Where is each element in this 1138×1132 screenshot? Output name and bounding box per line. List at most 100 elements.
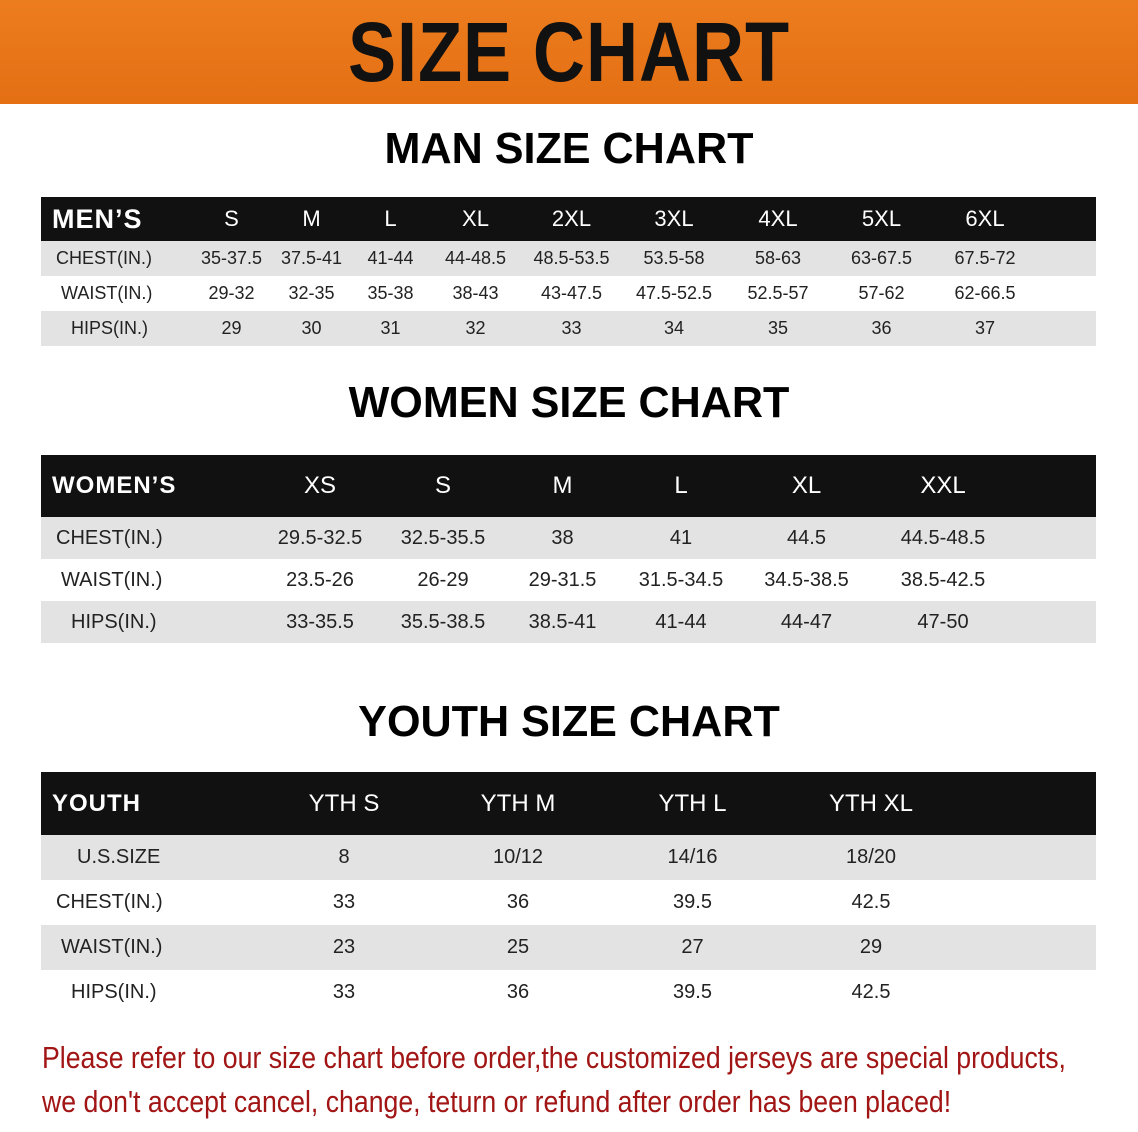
size-column-header: YTH XL — [780, 772, 962, 835]
table-label-header: MEN’S — [41, 197, 191, 241]
row-filler — [962, 925, 1096, 970]
measurement-value: 44-48.5 — [430, 241, 521, 276]
size-column-header: XS — [258, 455, 382, 517]
measurement-value: 63-67.5 — [830, 241, 933, 276]
measurement-value: 38.5-42.5 — [872, 559, 1014, 601]
measurement-value: 38-43 — [430, 276, 521, 311]
size-column-header: S — [382, 455, 504, 517]
measurement-label: CHEST(IN.) — [41, 241, 191, 276]
table-row: WAIST(IN.) 23.5-26 26-29 29-31.5 31.5-34.5 34… — [41, 559, 1096, 601]
row-filler — [1037, 276, 1096, 311]
measurement-label: WAIST(IN.) — [41, 925, 257, 970]
measurement-value: 34 — [622, 311, 726, 346]
measurement-value: 34.5-38.5 — [741, 559, 872, 601]
measurement-value: 53.5-58 — [622, 241, 726, 276]
measurement-label: HIPS(IN.) — [41, 601, 258, 643]
measurement-value: 35.5-38.5 — [382, 601, 504, 643]
table-label-header: WOMEN’S — [41, 455, 258, 517]
size-column-header: 4XL — [726, 197, 830, 241]
table-row: HIPS(IN.) 33-35.5 35.5-38.5 38.5-41 41-44 44-… — [41, 601, 1096, 643]
measurement-label: HIPS(IN.) — [41, 970, 257, 1015]
measurement-label: CHEST(IN.) — [41, 517, 258, 559]
measurement-value: 33 — [257, 970, 431, 1015]
measurement-value: 36 — [431, 970, 605, 1015]
size-column-header: S — [191, 197, 272, 241]
size-column-header: XL — [430, 197, 521, 241]
measurement-label: U.S.SIZE — [41, 835, 257, 880]
table-row: CHEST(IN.) 33 36 39.5 42.5 — [41, 880, 1096, 925]
measurement-label: WAIST(IN.) — [41, 559, 258, 601]
size-column-header: 3XL — [622, 197, 726, 241]
measurement-value: 29-31.5 — [504, 559, 621, 601]
size-column-header: L — [621, 455, 741, 517]
row-filler — [962, 880, 1096, 925]
row-filler — [962, 970, 1096, 1015]
size-column-header: 2XL — [521, 197, 622, 241]
measurement-value: 18/20 — [780, 835, 962, 880]
measurement-value: 39.5 — [605, 970, 780, 1015]
header-row: MEN’S S M L XL 2XL 3XL 4XL 5XL 6XL — [41, 197, 1096, 241]
measurement-value: 41 — [621, 517, 741, 559]
measurement-value: 43-47.5 — [521, 276, 622, 311]
row-filler — [1037, 241, 1096, 276]
row-filler — [1014, 559, 1096, 601]
banner: SIZE CHART — [0, 0, 1138, 104]
header-row: YOUTH YTH S YTH M YTH L YTH XL — [41, 772, 1096, 835]
size-column-header: XL — [741, 455, 872, 517]
measurement-value: 30 — [272, 311, 351, 346]
notice-line: we don't accept cancel, change, teturn o… — [42, 1084, 952, 1119]
table-row: WAIST(IN.) 29-32 32-35 35-38 38-43 43-47.5 47.… — [41, 276, 1096, 311]
measurement-value: 29 — [191, 311, 272, 346]
measurement-value: 32.5-35.5 — [382, 517, 504, 559]
measurement-value: 42.5 — [780, 880, 962, 925]
table-label-header: YOUTH — [41, 772, 257, 835]
size-column-header: YTH M — [431, 772, 605, 835]
measurement-value: 41-44 — [351, 241, 430, 276]
table-row: WAIST(IN.) 23 25 27 29 — [41, 925, 1096, 970]
size-column-header: M — [504, 455, 621, 517]
measurement-value: 35-37.5 — [191, 241, 272, 276]
size-column-header: 6XL — [933, 197, 1037, 241]
measurement-value: 23 — [257, 925, 431, 970]
table-row: CHEST(IN.) 35-37.5 37.5-41 41-44 44-48.5 48.5… — [41, 241, 1096, 276]
measurement-value: 38.5-41 — [504, 601, 621, 643]
header-filler — [1037, 197, 1096, 241]
measurement-value: 57-62 — [830, 276, 933, 311]
youth-section-title: YOUTH SIZE CHART — [358, 697, 780, 746]
measurement-value: 8 — [257, 835, 431, 880]
order-notice: Please refer to our size chart before or… — [42, 1036, 1066, 1124]
men-section-title: MAN SIZE CHART — [384, 124, 754, 173]
header-filler — [962, 772, 1096, 835]
measurement-value: 29 — [780, 925, 962, 970]
measurement-value: 37.5-41 — [272, 241, 351, 276]
row-filler — [1014, 517, 1096, 559]
measurement-value: 39.5 — [605, 880, 780, 925]
measurement-value: 47-50 — [872, 601, 1014, 643]
measurement-value: 29-32 — [191, 276, 272, 311]
size-column-header: YTH L — [605, 772, 780, 835]
row-filler — [962, 835, 1096, 880]
youth-size-table: YOUTH YTH S YTH M YTH L YTH XL U.S.SIZE 8 10/12… — [41, 772, 1096, 1015]
measurement-value: 62-66.5 — [933, 276, 1037, 311]
size-column-header: M — [272, 197, 351, 241]
measurement-value: 41-44 — [621, 601, 741, 643]
measurement-value: 35 — [726, 311, 830, 346]
measurement-label: WAIST(IN.) — [41, 276, 191, 311]
measurement-value: 36 — [431, 880, 605, 925]
header-filler — [1014, 455, 1096, 517]
measurement-value: 10/12 — [431, 835, 605, 880]
measurement-value: 38 — [504, 517, 621, 559]
table-row: HIPS(IN.) 29 30 31 32 33 34 35 36 37 — [41, 311, 1096, 346]
measurement-value: 31.5-34.5 — [621, 559, 741, 601]
measurement-value: 33 — [521, 311, 622, 346]
measurement-value: 42.5 — [780, 970, 962, 1015]
measurement-value: 14/16 — [605, 835, 780, 880]
size-column-header: YTH S — [257, 772, 431, 835]
size-column-header: 5XL — [830, 197, 933, 241]
size-column-header: L — [351, 197, 430, 241]
header-row: WOMEN’S XS S M L XL XXL — [41, 455, 1096, 517]
measurement-value: 44.5 — [741, 517, 872, 559]
size-column-header: XXL — [872, 455, 1014, 517]
measurement-value: 31 — [351, 311, 430, 346]
measurement-value: 25 — [431, 925, 605, 970]
